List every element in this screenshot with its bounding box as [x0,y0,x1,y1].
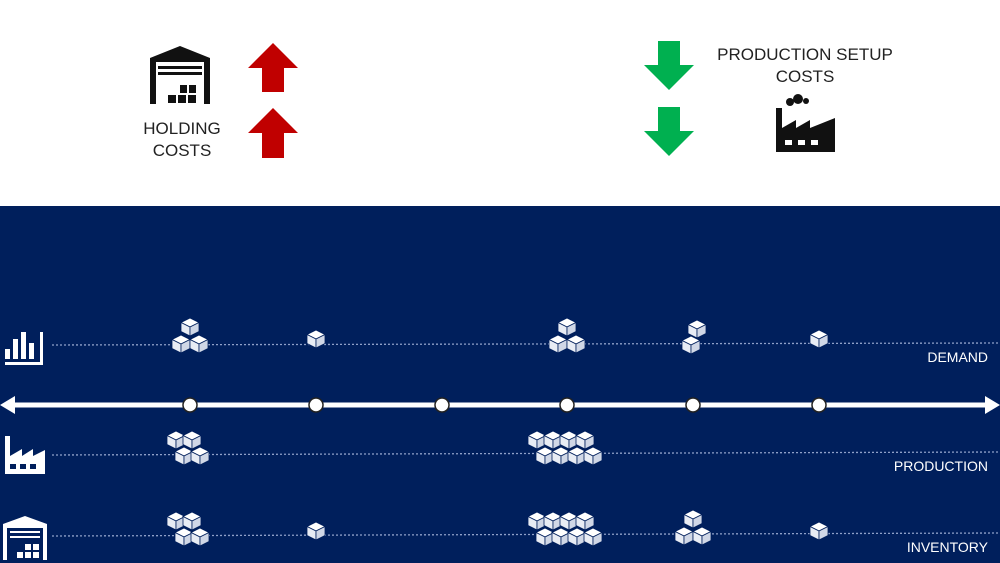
period-marker [182,397,198,413]
production-label: PRODUCTION [893,458,988,474]
arrow-up-icon [248,108,298,158]
bar-chart-icon [5,332,43,365]
arrow-down-icon [644,41,694,90]
inventory-box-cluster [306,521,326,541]
factory-icon [5,436,45,474]
demand-box-cluster [306,329,326,349]
top-graphics [150,41,835,158]
demand-box-cluster [809,329,829,349]
holding-costs-label: HOLDING COSTS [130,118,234,162]
inventory-box-cluster [527,511,603,547]
arrow-down-icon [644,107,694,156]
period-marker [434,397,450,413]
warehouse-icon [150,46,210,104]
period-marker [559,397,575,413]
warehouse-icon [3,516,47,560]
period-marker [811,397,827,413]
holding-line1: HOLDING [143,119,221,138]
setup-line1: PRODUCTION SETUP [717,45,893,64]
timeline-graphics [0,317,1000,560]
arrow-up-icon [248,43,298,92]
setup-line2: COSTS [775,67,835,86]
inventory-box-cluster [809,521,829,541]
production-box-cluster [527,430,603,466]
timeline-panel: DEMAND PRODUCTION INVENTORY [0,206,1000,563]
cost-tradeoff-panel: HOLDING COSTS PRODUCTION SETUP COSTS [0,0,1000,206]
inventory-box-cluster [166,511,210,547]
period-marker [685,397,701,413]
timeline-axis [0,396,1000,414]
demand-box-cluster [681,319,707,355]
holding-line2: COSTS [152,141,212,160]
factory-icon [776,94,835,152]
inventory-label: INVENTORY [906,539,988,555]
demand-label: DEMAND [927,349,988,365]
demand-box-cluster [171,317,209,354]
period-marker [308,397,324,413]
demand-box-cluster [548,317,586,354]
inventory-box-cluster [674,509,712,546]
production-box-cluster [166,430,210,466]
setup-costs-label: PRODUCTION SETUP COSTS [700,44,910,88]
